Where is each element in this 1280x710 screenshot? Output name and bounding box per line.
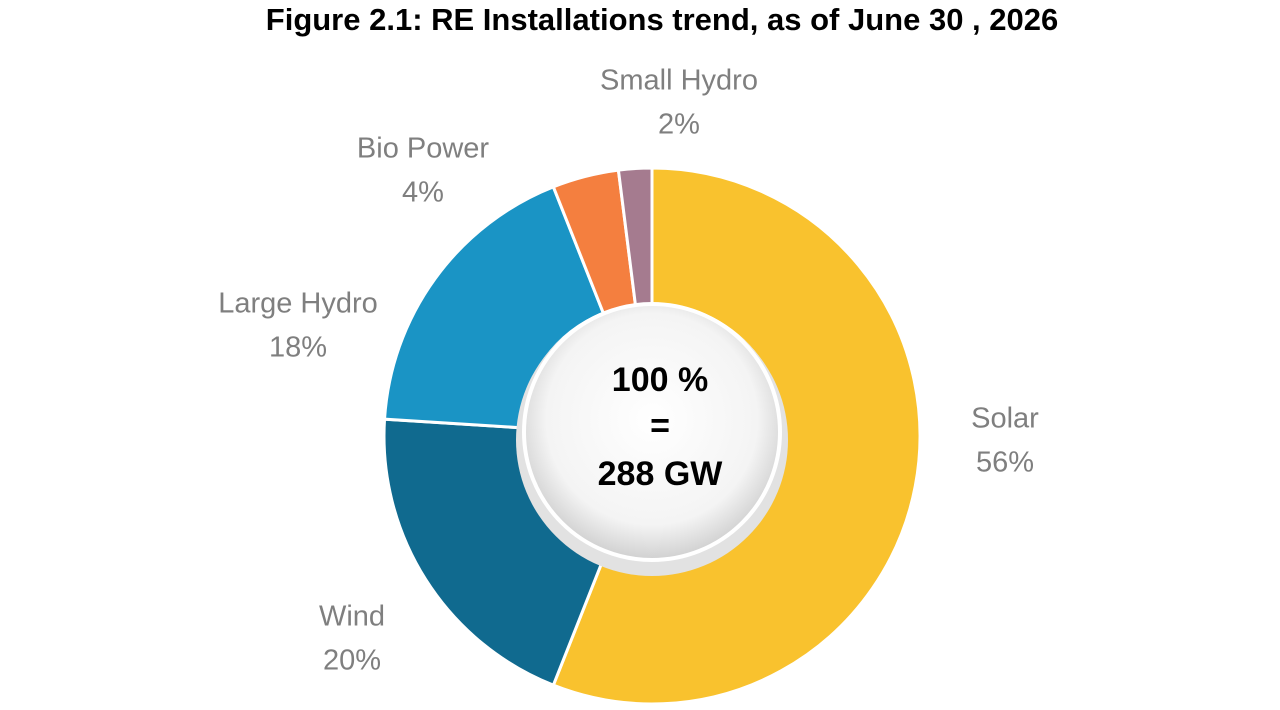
donut-hole [522, 302, 782, 562]
chart-title: Figure 2.1: RE Installations trend, as o… [266, 2, 1058, 37]
category-label: Wind [319, 601, 385, 633]
value-label: 18% [269, 332, 327, 364]
value-label: 56% [976, 447, 1034, 479]
category-label: Small Hydro [600, 65, 758, 97]
value-label: 2% [658, 109, 700, 141]
value-label: 4% [402, 177, 444, 209]
category-label: Solar [971, 403, 1039, 435]
center-text: 100 % [612, 361, 708, 399]
category-label: Large Hydro [218, 288, 378, 320]
center-text: = [650, 407, 670, 445]
category-label: Bio Power [357, 133, 490, 165]
center-text: 288 GW [598, 455, 724, 493]
value-label: 20% [323, 645, 381, 677]
